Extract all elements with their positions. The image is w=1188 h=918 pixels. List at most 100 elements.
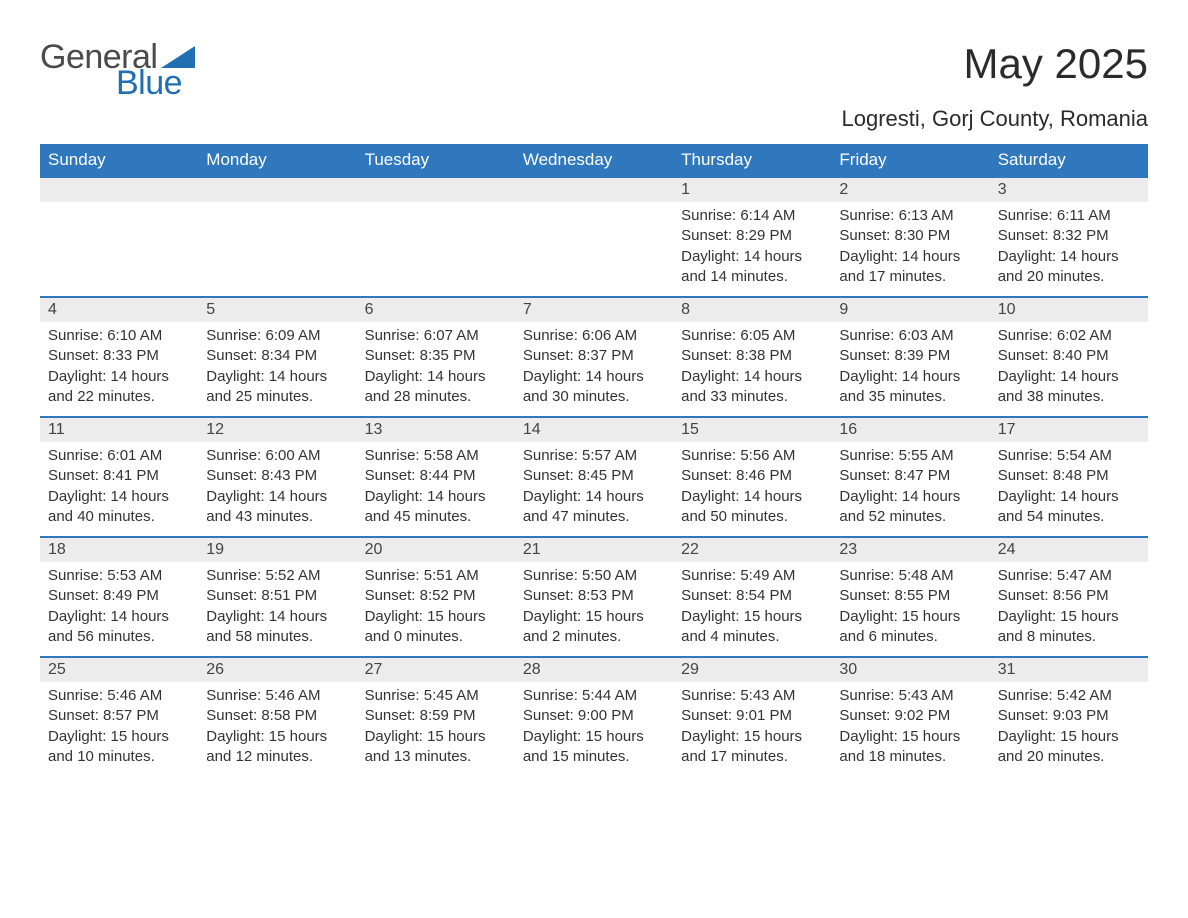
sunset-text: Sunset: 8:51 PM: [206, 586, 348, 606]
location-subtitle: Logresti, Gorj County, Romania: [40, 106, 1148, 132]
sunset-text: Sunset: 8:47 PM: [839, 466, 981, 486]
sunrise-text: Sunrise: 6:11 AM: [998, 206, 1140, 226]
calendar-day-cell: 21Sunrise: 5:50 AMSunset: 8:53 PMDayligh…: [515, 538, 673, 656]
calendar-day-cell: 24 Sunrise: 5:47 AMSunset: 8:56 PMDayligh…: [990, 538, 1148, 656]
calendar-day-cell: [198, 178, 356, 296]
day-body: Sunrise: 6:14 AMSunset: 8:29 PMDaylight:…: [673, 202, 831, 295]
calendar-day-cell: 3 Sunrise: 6:11 AMSunset: 8:32 PMDaylight…: [990, 178, 1148, 296]
day-body: Sunrise: 5:57 AMSunset: 8:45 PMDaylight:…: [515, 442, 673, 535]
sunset-text: Sunset: 8:29 PM: [681, 226, 823, 246]
day-number-row: 31: [990, 658, 1148, 682]
day-number: 24: [998, 541, 1016, 558]
calendar-day-cell: 28 Sunrise: 5:44 AMSunset: 9:00 PMDayligh…: [515, 658, 673, 776]
daylight-text: Daylight: 14 hours and 47 minutes.: [523, 487, 665, 528]
day-number-row: 24: [990, 538, 1148, 562]
day-number-row: 10: [990, 298, 1148, 322]
day-number-row: 2: [831, 178, 989, 202]
sunrise-text: Sunrise: 5:50 AM: [523, 566, 665, 586]
day-number-row: 9: [831, 298, 989, 322]
day-number-row: 30: [831, 658, 989, 682]
calendar-day-cell: 11Sunrise: 6:01 AMSunset: 8:41 PMDayligh…: [40, 418, 198, 536]
day-number: 25: [48, 661, 66, 678]
sunrise-text: Sunrise: 6:05 AM: [681, 326, 823, 346]
calendar-day-cell: 29Sunrise: 5:43 AMSunset: 9:01 PMDayligh…: [673, 658, 831, 776]
day-number: 19: [206, 541, 224, 558]
daylight-text: Daylight: 14 hours and 33 minutes.: [681, 367, 823, 408]
calendar-day-cell: 10Sunrise: 6:02 AMSunset: 8:40 PMDayligh…: [990, 298, 1148, 416]
sunset-text: Sunset: 8:35 PM: [365, 346, 507, 366]
day-number-row: 5: [198, 298, 356, 322]
day-body: Sunrise: 6:05 AMSunset: 8:38 PMDaylight:…: [673, 322, 831, 415]
day-body: Sunrise: 5:43 AMSunset: 9:01 PMDaylight:…: [673, 682, 831, 775]
sunset-text: Sunset: 8:56 PM: [998, 586, 1140, 606]
day-body: Sunrise: 5:53 AMSunset: 8:49 PMDaylight:…: [40, 562, 198, 655]
daylight-text: Daylight: 14 hours and 38 minutes.: [998, 367, 1140, 408]
sunrise-text: Sunrise: 5:56 AM: [681, 446, 823, 466]
day-body: Sunrise: 5:58 AMSunset: 8:44 PMDaylight:…: [357, 442, 515, 535]
daylight-text: Daylight: 14 hours and 20 minutes.: [998, 247, 1140, 288]
calendar-day-cell: 4Sunrise: 6:10 AMSunset: 8:33 PMDaylight…: [40, 298, 198, 416]
calendar-day-cell: 22 Sunrise: 5:49 AMSunset: 8:54 PMDayligh…: [673, 538, 831, 656]
sunrise-text: Sunrise: 6:01 AM: [48, 446, 190, 466]
daylight-text: Daylight: 15 hours and 12 minutes.: [206, 727, 348, 768]
day-body: Sunrise: 5:47 AMSunset: 8:56 PMDaylight:…: [990, 562, 1148, 655]
day-number: 16: [839, 421, 857, 438]
calendar-day-cell: 27Sunrise: 5:45 AMSunset: 8:59 PMDayligh…: [357, 658, 515, 776]
day-number-row: 20: [357, 538, 515, 562]
daylight-text: Daylight: 14 hours and 43 minutes.: [206, 487, 348, 528]
day-number-row: 28: [515, 658, 673, 682]
calendar-day-cell: 30Sunrise: 5:43 AMSunset: 9:02 PMDayligh…: [831, 658, 989, 776]
daylight-text: Daylight: 14 hours and 17 minutes.: [839, 247, 981, 288]
day-number-row: 13: [357, 418, 515, 442]
dayhead-sat: Saturday: [990, 144, 1148, 176]
sunset-text: Sunset: 8:49 PM: [48, 586, 190, 606]
daylight-text: Daylight: 14 hours and 28 minutes.: [365, 367, 507, 408]
day-number: 22: [681, 541, 699, 558]
page-title: May 2025: [964, 40, 1148, 88]
day-number: 1: [681, 181, 690, 198]
day-number-row: 6: [357, 298, 515, 322]
daylight-text: Daylight: 14 hours and 50 minutes.: [681, 487, 823, 528]
daylight-text: Daylight: 14 hours and 14 minutes.: [681, 247, 823, 288]
day-body: Sunrise: 5:49 AMSunset: 8:54 PMDaylight:…: [673, 562, 831, 655]
sunset-text: Sunset: 8:48 PM: [998, 466, 1140, 486]
day-body: Sunrise: 6:11 AMSunset: 8:32 PMDaylight:…: [990, 202, 1148, 295]
day-body: Sunrise: 5:42 AMSunset: 9:03 PMDaylight:…: [990, 682, 1148, 775]
day-number-row: 3: [990, 178, 1148, 202]
day-body: Sunrise: 5:54 AMSunset: 8:48 PMDaylight:…: [990, 442, 1148, 535]
day-number: 28: [523, 661, 541, 678]
calendar-day-cell: 15Sunrise: 5:56 AMSunset: 8:46 PMDayligh…: [673, 418, 831, 536]
sunset-text: Sunset: 8:41 PM: [48, 466, 190, 486]
dayhead-fri: Friday: [831, 144, 989, 176]
daylight-text: Daylight: 15 hours and 8 minutes.: [998, 607, 1140, 648]
sunrise-text: Sunrise: 6:03 AM: [839, 326, 981, 346]
dayhead-tue: Tuesday: [357, 144, 515, 176]
day-number: 3: [998, 181, 1007, 198]
sunrise-text: Sunrise: 5:45 AM: [365, 686, 507, 706]
day-number: 11: [48, 421, 65, 438]
day-number: 17: [998, 421, 1016, 438]
day-body: Sunrise: 6:00 AMSunset: 8:43 PMDaylight:…: [198, 442, 356, 535]
day-number: 20: [365, 541, 383, 558]
day-body: Sunrise: 5:46 AMSunset: 8:57 PMDaylight:…: [40, 682, 198, 775]
daylight-text: Daylight: 15 hours and 4 minutes.: [681, 607, 823, 648]
day-number-row: 4: [40, 298, 198, 322]
calendar-header-row: Sunday Monday Tuesday Wednesday Thursday…: [40, 144, 1148, 176]
day-number: 31: [998, 661, 1016, 678]
calendar-week: 1 Sunrise: 6:14 AMSunset: 8:29 PMDaylight…: [40, 176, 1148, 296]
day-body: Sunrise: 6:09 AMSunset: 8:34 PMDaylight:…: [198, 322, 356, 415]
sunrise-text: Sunrise: 5:44 AM: [523, 686, 665, 706]
sunrise-text: Sunrise: 5:58 AM: [365, 446, 507, 466]
day-number: 8: [681, 301, 690, 318]
sunrise-text: Sunrise: 6:00 AM: [206, 446, 348, 466]
day-number-row: 25: [40, 658, 198, 682]
daylight-text: Daylight: 14 hours and 52 minutes.: [839, 487, 981, 528]
day-body: Sunrise: 5:43 AMSunset: 9:02 PMDaylight:…: [831, 682, 989, 775]
sunrise-text: Sunrise: 5:46 AM: [206, 686, 348, 706]
day-number-row: 21: [515, 538, 673, 562]
sunset-text: Sunset: 8:43 PM: [206, 466, 348, 486]
day-body: Sunrise: 5:44 AMSunset: 9:00 PMDaylight:…: [515, 682, 673, 775]
day-body: Sunrise: 5:56 AMSunset: 8:46 PMDaylight:…: [673, 442, 831, 535]
sunset-text: Sunset: 8:32 PM: [998, 226, 1140, 246]
sunrise-text: Sunrise: 5:49 AM: [681, 566, 823, 586]
